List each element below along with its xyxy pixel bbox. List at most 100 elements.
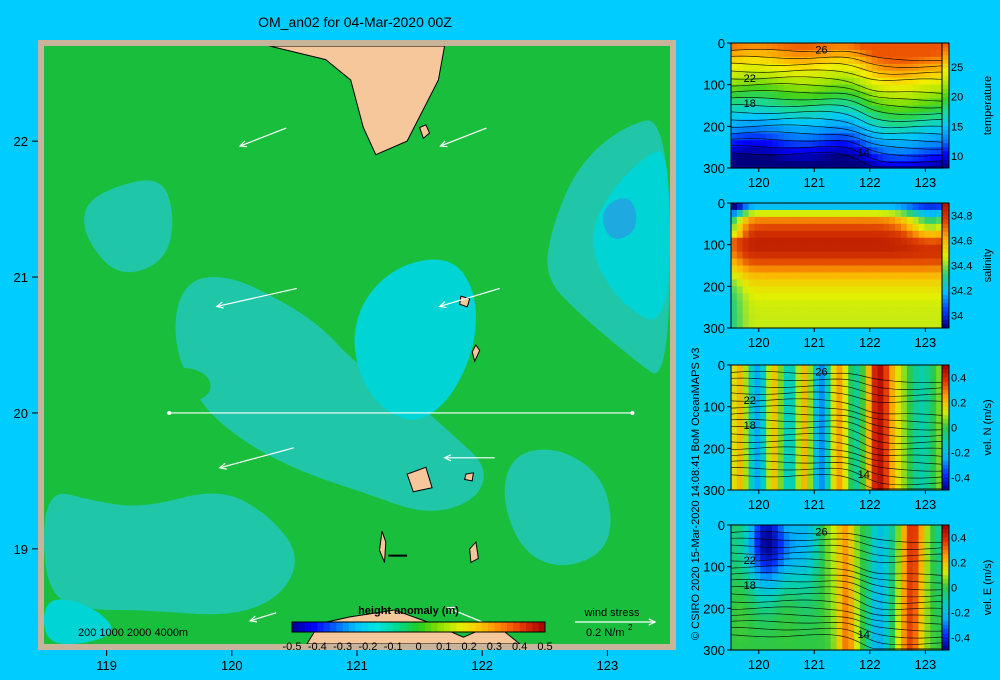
section-cell [889,216,896,225]
section-cell [818,622,826,630]
section-cell [818,203,826,211]
section-cell [772,434,779,442]
section-cell [877,601,884,609]
section-cell [813,63,820,72]
section-cell [754,643,761,651]
section-cell [889,161,896,169]
section-cell [748,573,756,582]
section-cell [900,133,908,141]
section-cell [742,420,750,429]
section-colorbar-cell [942,236,949,241]
section-cell [736,601,744,609]
colorbar-cell [374,622,382,632]
section-cell [777,525,785,533]
section-cell [824,321,832,329]
section-cell [877,49,884,58]
section-cell [854,601,861,609]
section-cell [930,448,937,456]
section-cell [883,49,890,58]
isotherm-line [731,627,943,646]
section-colorbar-cell [942,625,949,630]
section-cell [830,314,838,322]
section-cell [877,392,884,401]
section-colorbar-cell [942,554,949,559]
section-cell [918,314,926,322]
section-cell [836,622,843,630]
section-cell [912,314,920,322]
section-cell [918,365,926,373]
section-cell [801,601,808,609]
section-cell [842,552,849,561]
section-cell [859,140,867,148]
section-cell [742,272,750,280]
section-cell [754,77,761,86]
section-cell [912,371,920,380]
section-cell [772,154,779,162]
section-cell [859,580,867,589]
section-cell [813,223,820,232]
section-cell [795,643,802,651]
section-cell [766,84,773,93]
section-cell [777,462,785,470]
section-cell [877,566,884,575]
section-cell [807,293,814,301]
section-cell [748,441,756,449]
section-cell [818,70,826,79]
wind-vector-head [446,606,455,614]
section-cell [772,636,779,644]
section-cell [830,70,838,79]
section-cell [760,636,767,644]
section-cell [900,119,908,127]
section-cell [842,244,849,253]
section-cell [859,441,867,449]
section-cell [818,314,826,322]
section-colorbar-cell [942,253,949,258]
section-cell [754,63,761,72]
section-cell [848,265,855,274]
section-cell [924,434,931,442]
land-lanyu [418,124,431,140]
section-cell [813,427,820,436]
isotherm-line [730,599,943,617]
section-cell [854,105,861,114]
section-cell [877,147,884,155]
section-cell [859,293,867,301]
section-cell [865,399,873,408]
section-cell [889,469,896,477]
section-cell [766,636,773,644]
section-cell [930,112,937,120]
section-colorbar-cell [942,248,949,254]
section-cell [889,538,896,547]
section-cell [936,531,943,540]
section-cell [824,272,832,280]
section-cell [736,476,744,484]
colorbar-cell [500,622,508,632]
section-cell [889,594,896,602]
section-cell [795,441,802,449]
section-cell [871,525,879,533]
section-cell [748,587,756,596]
section-cell [924,629,931,637]
section-cell [736,258,744,267]
section-cell [877,251,884,260]
section-cell [760,147,767,155]
section-cell [848,140,855,148]
section-cell [895,105,902,114]
section-cell [924,531,931,540]
section-cell [930,566,937,575]
section-cell [748,321,756,329]
section-cell [906,43,914,51]
section-cell [924,314,931,322]
section-cell [801,378,808,387]
land-calayan [406,466,433,493]
section-cell [795,307,802,315]
section-cell [830,378,838,387]
section-cell [777,307,785,315]
section-cell [807,622,814,630]
section-cell [736,441,744,449]
section-x-tick-label: 121 [803,175,825,190]
section-cell [936,272,943,280]
section-cell [895,272,902,280]
section-cell [777,476,785,484]
section-cell [912,483,920,491]
